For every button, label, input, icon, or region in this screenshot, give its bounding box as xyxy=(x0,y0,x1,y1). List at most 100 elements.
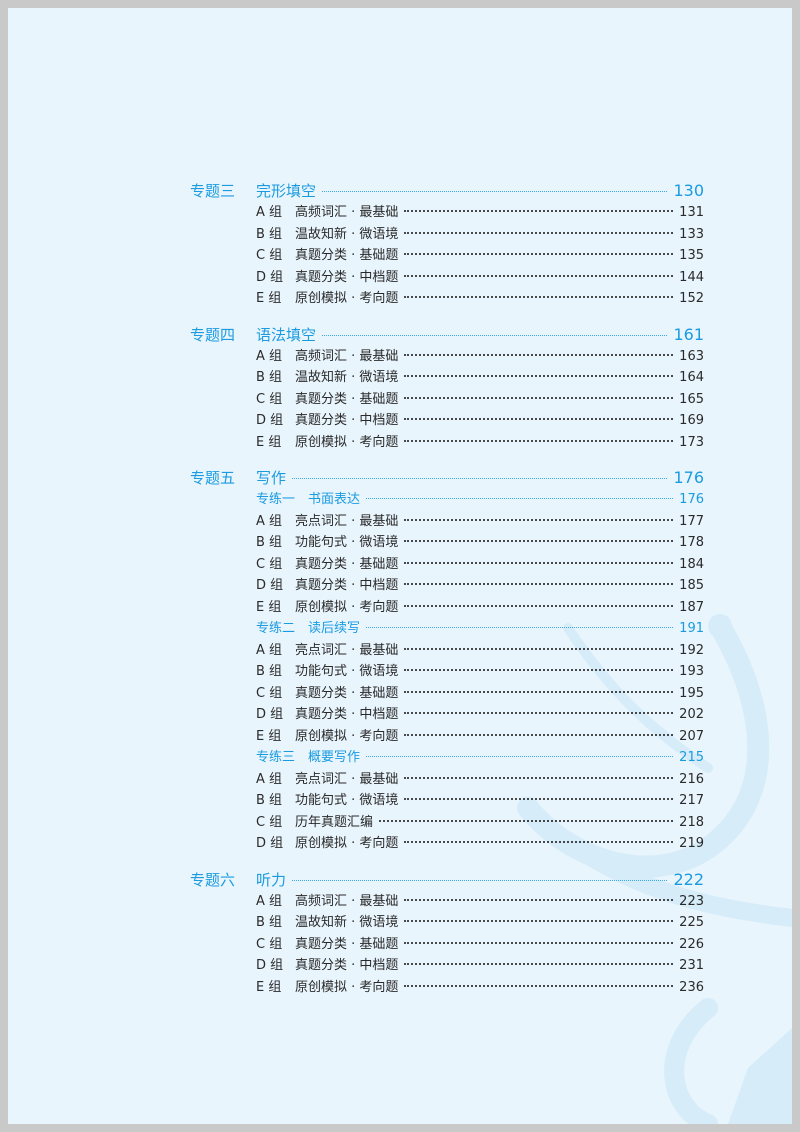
section-heading[interactable]: 专题六 听力 222 xyxy=(190,869,704,891)
page-number: 216 xyxy=(679,771,704,787)
page-number: 164 xyxy=(679,370,704,385)
group-label: A 组 xyxy=(256,348,283,364)
group-label: B 组 xyxy=(256,226,283,242)
dot-leader xyxy=(366,498,674,499)
toc-entry[interactable]: B 组温故知新 · 微语境 225 xyxy=(190,912,704,934)
toc-entry[interactable]: E 组原创模拟 · 考向题 187 xyxy=(190,597,704,619)
toc-entry[interactable]: A 组高频词汇 · 最基础 131 xyxy=(190,202,704,224)
dot-leader xyxy=(379,819,674,822)
entry-title: 真题分类 · 基础题 xyxy=(295,685,399,701)
page-number: 130 xyxy=(673,181,704,200)
page-number: 135 xyxy=(679,248,704,263)
toc-entry[interactable]: A 组亮点词汇 · 最基础 192 xyxy=(190,640,704,662)
toc-entry[interactable]: C 组真题分类 · 基础题 184 xyxy=(190,554,704,576)
dot-leader xyxy=(366,627,674,628)
entry-title: 真题分类 · 基础题 xyxy=(295,936,399,952)
section-heading[interactable]: 专题三 完形填空 130 xyxy=(190,180,704,202)
toc-entry[interactable]: D 组真题分类 · 中档题 202 xyxy=(190,704,704,726)
toc-entry[interactable]: E 组原创模拟 · 考向题 173 xyxy=(190,432,704,454)
toc-entry[interactable]: B 组温故知新 · 微语境 133 xyxy=(190,224,704,246)
group-label: D 组 xyxy=(256,836,284,851)
toc-entry[interactable]: A 组亮点词汇 · 最基础 177 xyxy=(190,511,704,533)
dot-leader xyxy=(404,274,674,277)
toc-entry[interactable]: A 组高频词汇 · 最基础 223 xyxy=(190,891,704,913)
subsection-entry[interactable]: 专练一 书面表达 176 xyxy=(190,489,704,511)
subsection-entry[interactable]: 专练二 读后续写 191 xyxy=(190,618,704,640)
section-heading[interactable]: 专题五 写作 176 xyxy=(190,467,704,489)
page-number: 225 xyxy=(679,915,704,930)
group-label: C 组 xyxy=(256,248,283,263)
toc-section: 专题六 听力 222 A 组高频词汇 · 最基础 223 B 组温故知新 · 微语境 225… xyxy=(190,869,704,999)
dot-leader xyxy=(404,353,674,356)
toc-entry[interactable]: D 组原创模拟 · 考向题 219 xyxy=(190,833,704,855)
group-label: B 组 xyxy=(256,664,283,679)
group-label: C 组 xyxy=(256,685,283,701)
entry-title: 亮点词汇 · 最基础 xyxy=(295,771,399,787)
subsection-entry[interactable]: 专练三 概要写作 215 xyxy=(190,747,704,769)
entry-title: 原创模拟 · 考向题 xyxy=(295,599,399,615)
page-number: 184 xyxy=(679,556,704,572)
toc-entry[interactable]: A 组亮点词汇 · 最基础 216 xyxy=(190,769,704,791)
page-number: 195 xyxy=(679,685,704,701)
entry-title: 高频词汇 · 最基础 xyxy=(295,348,399,364)
dot-leader xyxy=(404,296,674,298)
subsection-label: 专练三 xyxy=(256,750,296,765)
dot-leader xyxy=(366,756,674,757)
group-label: C 组 xyxy=(256,556,283,572)
group-label: D 组 xyxy=(256,413,284,428)
group-label: B 组 xyxy=(256,915,283,930)
dot-leader xyxy=(404,583,674,585)
page-number: 207 xyxy=(679,728,704,744)
table-of-contents: 专题三 完形填空 130 A 组高频词汇 · 最基础 131 B 组温故知新 · 微语境 1… xyxy=(190,180,704,1012)
entry-title: 温故知新 · 微语境 xyxy=(295,370,399,385)
toc-entry[interactable]: E 组原创模拟 · 考向题 207 xyxy=(190,726,704,748)
dot-leader xyxy=(404,439,674,442)
page-number: 215 xyxy=(679,750,704,765)
section-label: 专题六 xyxy=(190,870,236,889)
entry-title: 真题分类 · 基础题 xyxy=(295,248,399,263)
page-number: 169 xyxy=(679,413,704,428)
toc-entry[interactable]: B 组功能句式 · 微语境 193 xyxy=(190,661,704,683)
toc-entry[interactable]: D 组真题分类 · 中档题 169 xyxy=(190,410,704,432)
toc-entry[interactable]: B 组功能句式 · 微语境 178 xyxy=(190,532,704,554)
toc-entry[interactable]: E 组原创模拟 · 考向题 152 xyxy=(190,288,704,310)
dot-leader xyxy=(404,963,674,965)
toc-entry[interactable]: C 组真题分类 · 基础题 195 xyxy=(190,683,704,705)
entry-title: 概要写作 xyxy=(308,750,361,765)
dot-leader xyxy=(404,984,674,987)
toc-entry[interactable]: A 组高频词汇 · 最基础 163 xyxy=(190,346,704,368)
section-heading[interactable]: 专题四 语法填空 161 xyxy=(190,324,704,346)
group-label: A 组 xyxy=(256,642,283,658)
toc-page: 专题三 完形填空 130 A 组高频词汇 · 最基础 131 B 组温故知新 · 微语境 1… xyxy=(8,8,792,1124)
toc-section: 专题五 写作 176 专练一 书面表达 176 A 组亮点词汇 · 最基础 177 B 组功能句… xyxy=(190,467,704,855)
entry-title: 读后续写 xyxy=(308,621,361,636)
group-label: B 组 xyxy=(256,370,283,385)
entry-title: 亮点词汇 · 最基础 xyxy=(295,642,399,658)
dot-leader xyxy=(404,396,674,399)
page-number: 222 xyxy=(673,869,704,889)
entry-title: 温故知新 · 微语境 xyxy=(295,226,399,242)
page-number: 163 xyxy=(679,348,704,364)
group-label: C 组 xyxy=(256,936,283,952)
page-number: 187 xyxy=(679,599,704,615)
toc-entry[interactable]: E 组原创模拟 · 考向题 236 xyxy=(190,977,704,999)
group-label: E 组 xyxy=(256,728,282,744)
toc-entry[interactable]: D 组真题分类 · 中档题 144 xyxy=(190,267,704,289)
dot-leader xyxy=(404,253,674,255)
toc-entry[interactable]: C 组历年真题汇编 218 xyxy=(190,812,704,834)
toc-entry[interactable]: B 组温故知新 · 微语境 164 xyxy=(190,367,704,389)
toc-entry[interactable]: C 组真题分类 · 基础题 165 xyxy=(190,389,704,411)
toc-entry[interactable]: B 组功能句式 · 微语境 217 xyxy=(190,790,704,812)
group-label: B 组 xyxy=(256,535,283,550)
page-number: 178 xyxy=(679,535,704,550)
dot-leader xyxy=(404,920,674,922)
group-label: D 组 xyxy=(256,958,284,973)
entry-title: 书面表达 xyxy=(308,492,361,507)
toc-entry[interactable]: C 组真题分类 · 基础题 226 xyxy=(190,934,704,956)
entry-title: 历年真题汇编 xyxy=(295,814,374,830)
group-label: A 组 xyxy=(256,893,283,909)
toc-entry[interactable]: D 组真题分类 · 中档题 185 xyxy=(190,575,704,597)
page-number: 231 xyxy=(679,958,704,973)
toc-entry[interactable]: D 组真题分类 · 中档题 231 xyxy=(190,955,704,977)
toc-entry[interactable]: C 组真题分类 · 基础题 135 xyxy=(190,245,704,267)
